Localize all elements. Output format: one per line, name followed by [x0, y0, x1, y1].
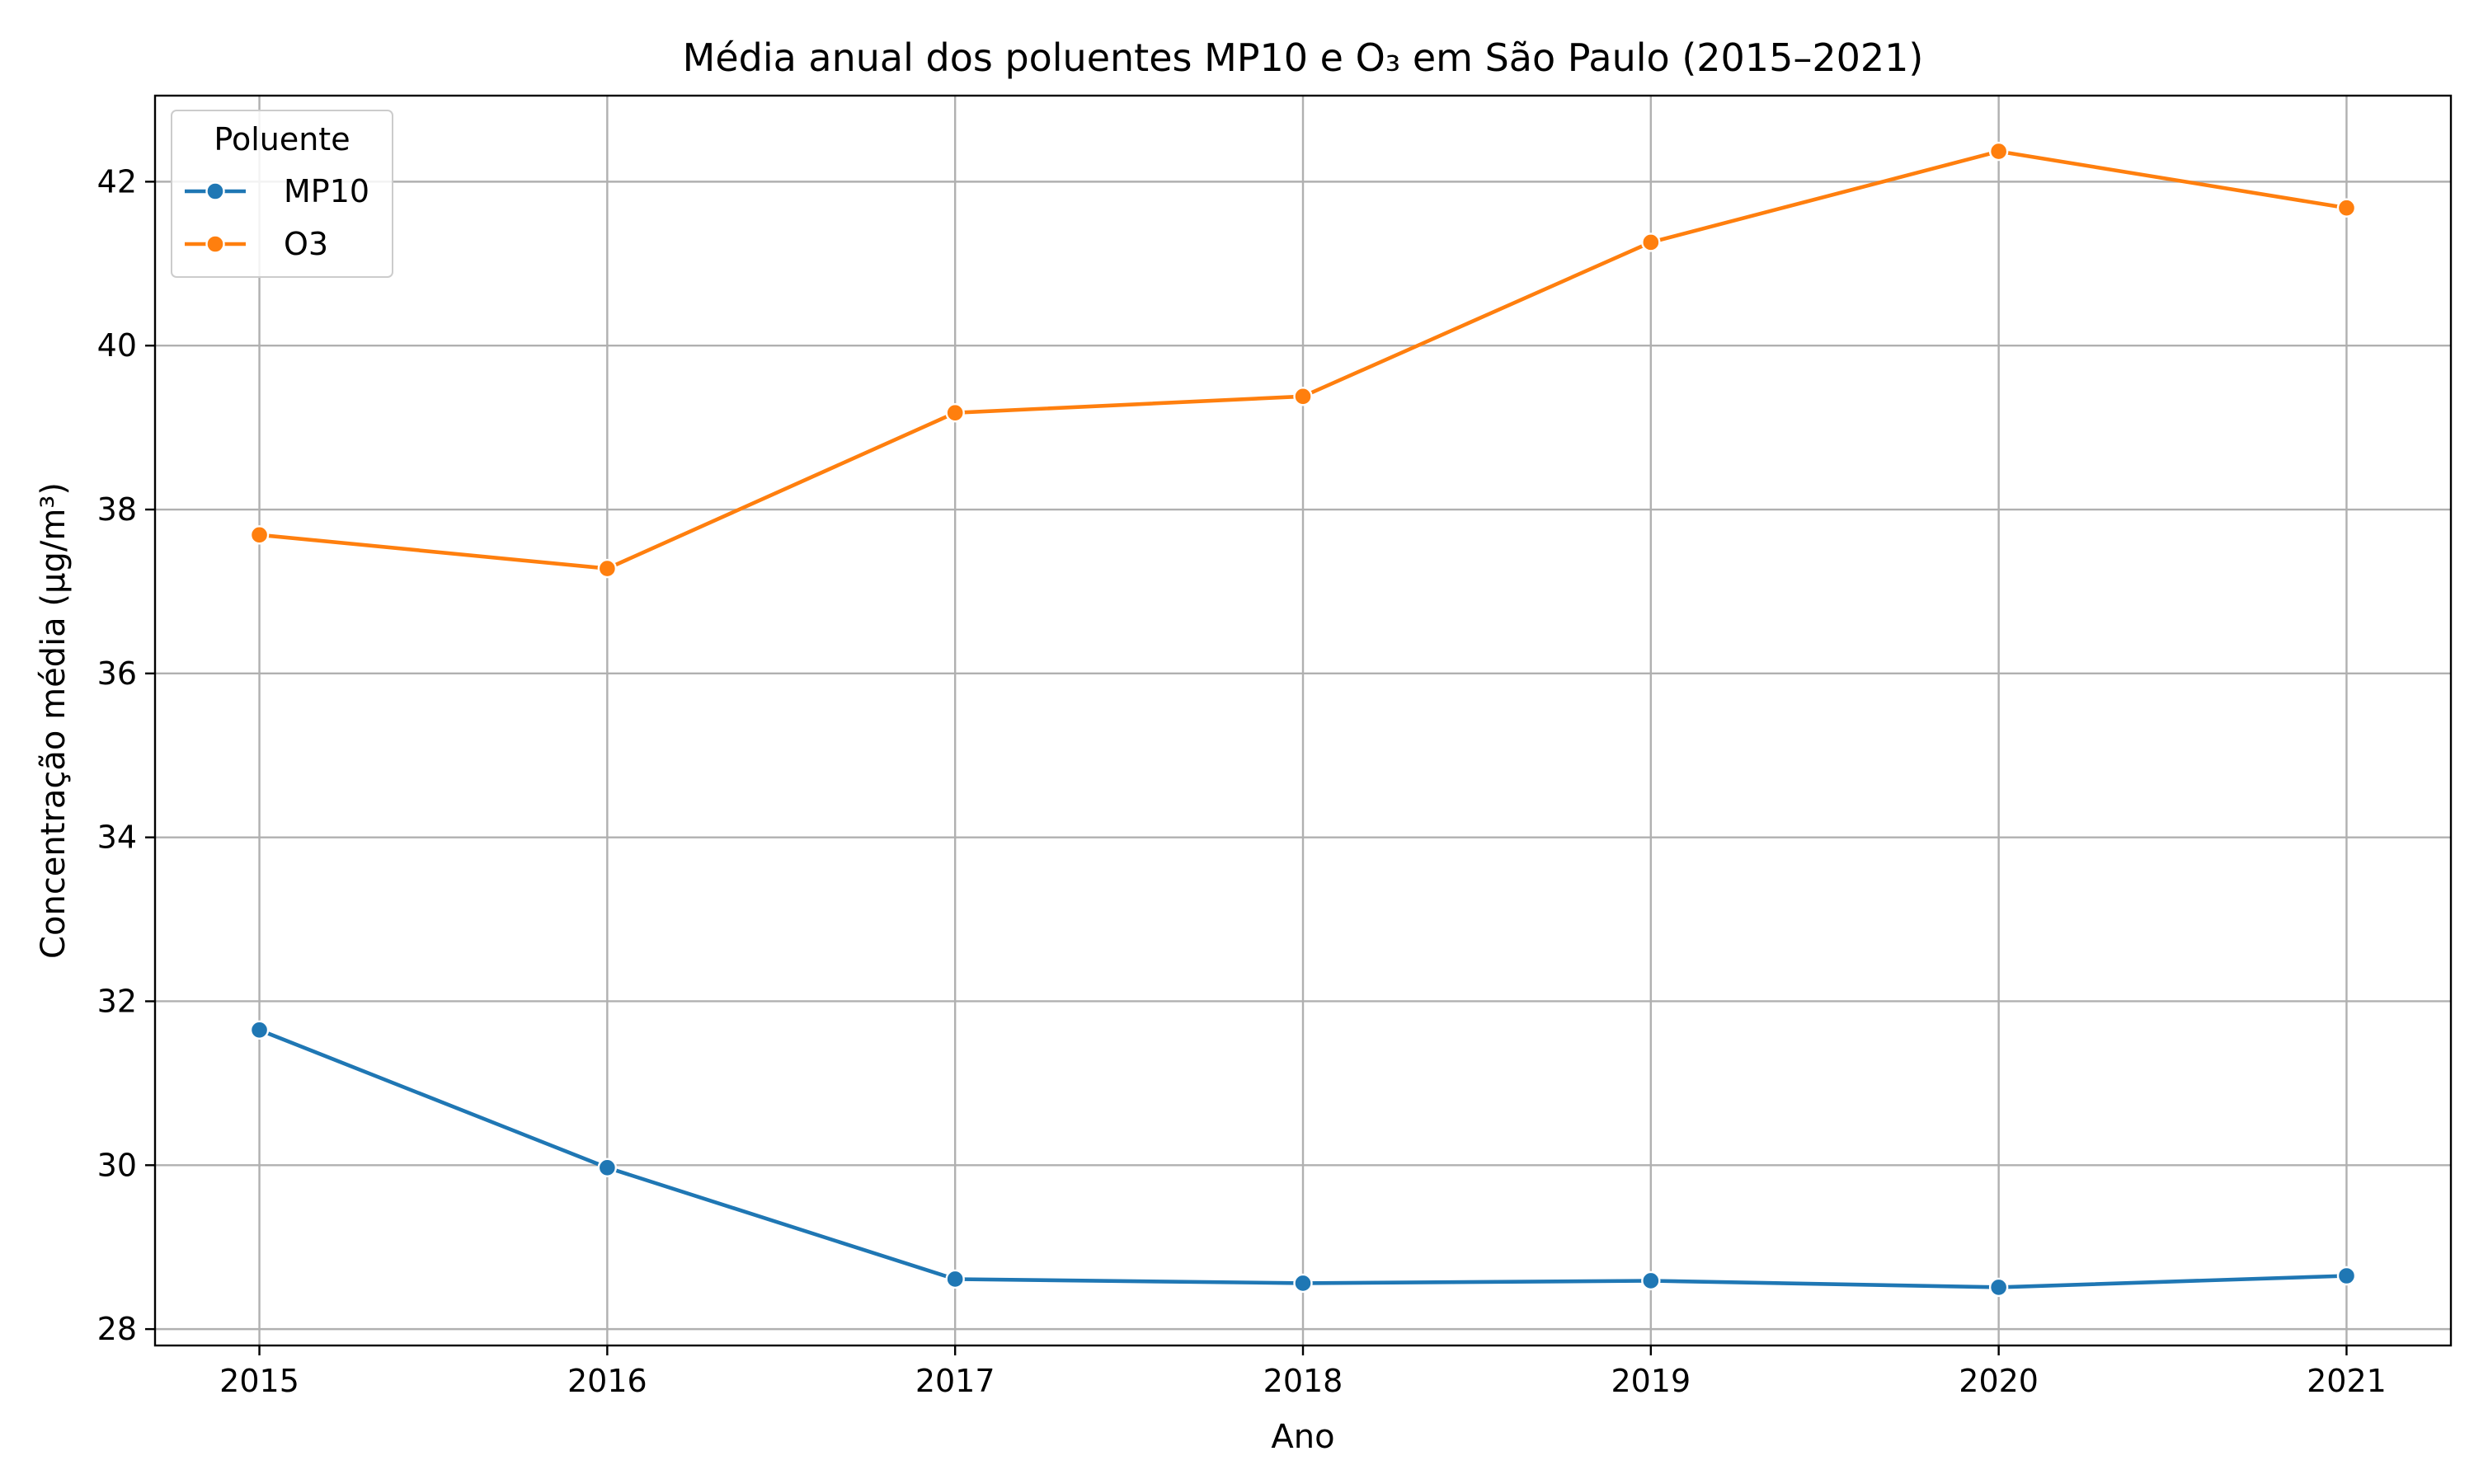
y-tick-label: 40	[97, 327, 137, 364]
chart-title: Média anual dos poluentes MP10 e O₃ em S…	[683, 35, 1924, 80]
y-tick-label: 42	[97, 163, 137, 200]
series-o3	[249, 141, 2357, 579]
x-tick-label: 2018	[1263, 1363, 1343, 1399]
data-point	[249, 525, 270, 545]
x-tick-label: 2017	[915, 1363, 995, 1399]
data-point	[945, 1269, 965, 1289]
data-point	[1988, 141, 2009, 162]
data-point	[597, 558, 618, 579]
legend-marker-swatch	[205, 234, 225, 254]
data-point	[249, 1020, 270, 1040]
x-tick-label: 2016	[567, 1363, 647, 1399]
data-point	[1641, 1270, 1661, 1291]
legend-item-mp10: MP10	[185, 173, 369, 209]
y-tick-label: 32	[97, 983, 137, 1019]
series-mp10	[249, 1020, 2357, 1298]
y-tick-label: 34	[97, 819, 137, 856]
x-tick-label: 2021	[2307, 1363, 2387, 1399]
x-tick-label: 2020	[1959, 1363, 2039, 1399]
y-tick-label: 30	[97, 1147, 137, 1183]
x-tick-label: 2015	[219, 1363, 299, 1399]
data-point	[1293, 1273, 1313, 1294]
data-point	[2336, 198, 2357, 218]
x-tick-label: 2019	[1611, 1363, 1691, 1399]
series	[249, 141, 2357, 1298]
data-point	[2336, 1266, 2357, 1286]
legend-box	[171, 110, 393, 278]
legend: Poluente MP10 O3	[171, 110, 393, 278]
data-point	[1293, 387, 1313, 406]
y-tick-label: 28	[97, 1311, 137, 1347]
data-point	[1641, 232, 1661, 252]
legend-label: MP10	[284, 173, 369, 209]
legend-label: O3	[284, 226, 328, 262]
y-axis-title: Concentração média (µg/m³)	[35, 482, 73, 959]
x-axis-title: Ano	[1271, 1418, 1334, 1456]
grid	[155, 96, 2451, 1345]
y-tick-label: 38	[97, 491, 137, 528]
y-tick-label: 36	[97, 655, 137, 692]
axes: 2015 2016 2017 2018 2019 2020 2021 28 30 32 34 36 38…	[97, 163, 2387, 1399]
legend-title: Poluente	[214, 121, 350, 157]
legend-item-o3: O3	[185, 226, 328, 262]
legend-marker-swatch	[205, 181, 225, 201]
data-point	[945, 403, 965, 423]
data-point	[1988, 1277, 2009, 1298]
data-point	[597, 1158, 618, 1177]
